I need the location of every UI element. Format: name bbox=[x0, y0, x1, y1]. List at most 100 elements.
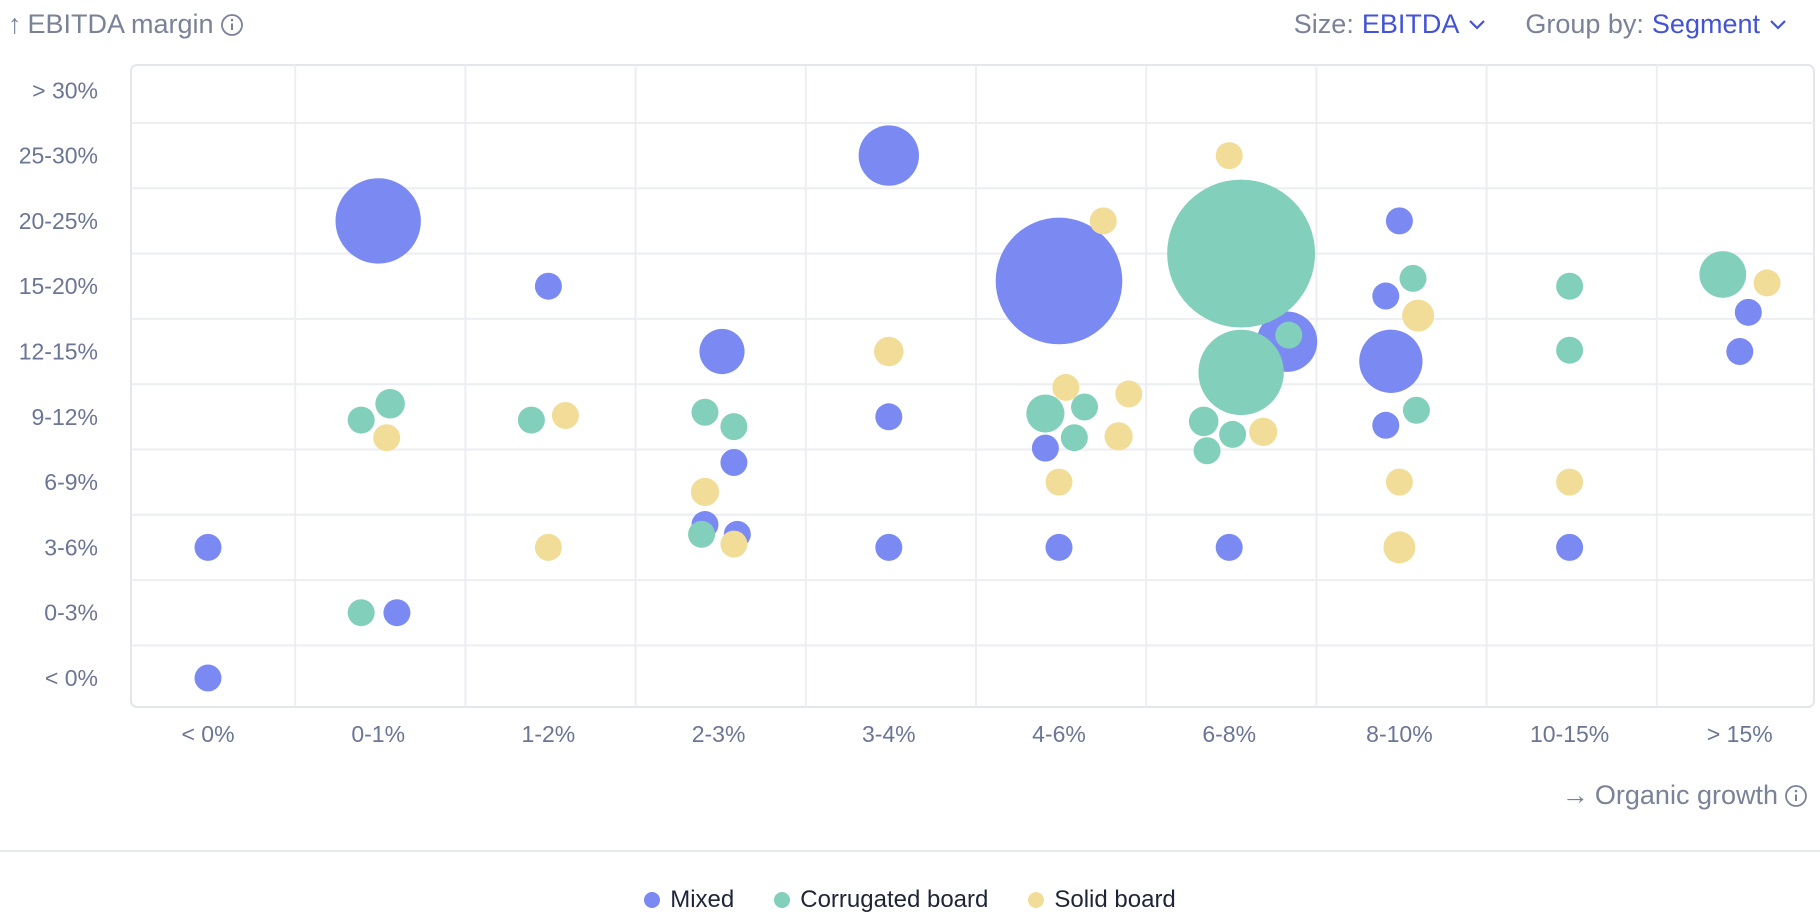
bubble-solid-board bbox=[1045, 468, 1073, 496]
bubble-solid-board bbox=[1104, 422, 1133, 451]
x-tick-label: 3-4% bbox=[862, 721, 916, 747]
bubble-mixed bbox=[1726, 338, 1754, 365]
bubble-solid-board bbox=[1052, 373, 1080, 401]
bubble-solid-board bbox=[373, 424, 401, 452]
bubble-solid-board bbox=[874, 336, 904, 367]
bubble-solid-board bbox=[1115, 380, 1143, 408]
group-by-label: Group by: bbox=[1525, 9, 1644, 39]
bubble-solid-board bbox=[1402, 299, 1435, 332]
bubble-mixed bbox=[995, 217, 1123, 345]
bubble-solid-board bbox=[1385, 468, 1413, 496]
bubble-mixed bbox=[534, 272, 562, 300]
bubble-solid-board bbox=[720, 530, 748, 558]
bubble-mixed bbox=[1734, 298, 1762, 326]
chart-header: ↑ EBITDA margin Size: EBITDA Group by: S… bbox=[0, 0, 1820, 50]
bubble-corrugated-board bbox=[1071, 393, 1099, 421]
bubble-solid-board bbox=[1249, 417, 1278, 446]
bubble-solid-board bbox=[1383, 531, 1416, 564]
legend-item-solid-board[interactable]: Solid board bbox=[1028, 886, 1176, 914]
y-tick-label: 6-9% bbox=[44, 469, 98, 495]
bubble-solid-board bbox=[551, 401, 579, 429]
bubble-solid-board bbox=[1089, 207, 1117, 235]
bubble-corrugated-board bbox=[1060, 424, 1088, 452]
legend-label: Solid board bbox=[1054, 886, 1176, 913]
bubble-corrugated-board bbox=[691, 398, 719, 426]
legend-item-mixed[interactable]: Mixed bbox=[644, 886, 734, 914]
divider bbox=[0, 850, 1820, 852]
bubble-solid-board bbox=[1753, 269, 1781, 297]
bubble-mixed bbox=[1215, 533, 1243, 561]
bubble-corrugated-board bbox=[720, 413, 748, 441]
x-tick-label: 10-15% bbox=[1530, 721, 1609, 747]
y-axis-title: ↑ EBITDA margin bbox=[8, 9, 244, 40]
arrow-up-icon: ↑ bbox=[8, 9, 22, 39]
bubble-corrugated-board bbox=[1556, 272, 1584, 300]
bubble-corrugated-board bbox=[1699, 251, 1747, 298]
bubble-mixed bbox=[1031, 434, 1059, 462]
legend-dot-solid-board bbox=[1028, 892, 1045, 908]
bubble-corrugated-board bbox=[375, 388, 405, 419]
bubble-solid-board bbox=[534, 533, 562, 561]
bubble-corrugated-board bbox=[347, 406, 375, 434]
bubble-corrugated-board bbox=[1275, 321, 1303, 349]
bubble-mixed bbox=[1372, 411, 1400, 439]
bubble-corrugated-board bbox=[1402, 396, 1430, 424]
y-tick-label: 12-15% bbox=[19, 339, 98, 365]
bubble-mixed bbox=[1556, 533, 1584, 561]
y-tick-label: 20-25% bbox=[19, 208, 98, 234]
bubble-mixed bbox=[1385, 207, 1413, 235]
bubble-mixed bbox=[875, 533, 903, 561]
y-tick-label: < 0% bbox=[45, 665, 98, 691]
x-tick-label: 6-8% bbox=[1202, 721, 1256, 747]
x-tick-label: 0-1% bbox=[351, 721, 405, 747]
legend-label: Mixed bbox=[670, 886, 735, 913]
bubble-mixed bbox=[194, 664, 222, 692]
bubble-corrugated-board bbox=[688, 520, 716, 548]
bubble-corrugated-board bbox=[1193, 437, 1221, 465]
y-tick-label: > 30% bbox=[32, 77, 98, 103]
bubble-corrugated-board bbox=[1026, 394, 1065, 433]
bubble-mixed bbox=[699, 328, 745, 375]
bubble-solid-board bbox=[1215, 142, 1243, 170]
legend-dot-mixed bbox=[644, 892, 661, 908]
info-icon[interactable] bbox=[1784, 784, 1808, 808]
bubble-mixed bbox=[720, 449, 748, 477]
bubble-corrugated-board bbox=[1198, 329, 1284, 416]
legend-item-corrugated-board[interactable]: Corrugated board bbox=[774, 886, 988, 914]
bubble-corrugated-board bbox=[1188, 406, 1219, 437]
bubble-corrugated-board bbox=[347, 599, 375, 627]
chart-controls: Size: EBITDA Group by: Segment bbox=[1294, 9, 1788, 40]
size-dropdown[interactable]: Size: EBITDA bbox=[1294, 9, 1488, 40]
y-tick-label: 15-20% bbox=[19, 273, 98, 299]
y-tick-label: 25-30% bbox=[19, 143, 98, 169]
legend-dot-corrugated-board bbox=[774, 892, 791, 908]
bubble-corrugated-board bbox=[1167, 179, 1316, 328]
x-tick-label: 1-2% bbox=[522, 721, 576, 747]
bubble-solid-board bbox=[690, 477, 720, 507]
y-tick-label: 9-12% bbox=[32, 404, 98, 430]
y-tick-label: 0-3% bbox=[44, 600, 98, 626]
bubble-corrugated-board bbox=[1219, 420, 1247, 448]
x-axis-title: → Organic growth bbox=[1562, 780, 1808, 811]
arrow-right-icon: → bbox=[1561, 780, 1589, 810]
x-axis-title-text: Organic growth bbox=[1594, 780, 1778, 810]
chevron-down-icon bbox=[1770, 19, 1786, 30]
plot-area bbox=[130, 64, 1815, 708]
info-icon[interactable] bbox=[220, 13, 244, 37]
group-by-value: Segment bbox=[1651, 9, 1760, 39]
group-by-dropdown[interactable]: Group by: Segment bbox=[1525, 9, 1788, 40]
x-tick-label: 4-6% bbox=[1032, 721, 1086, 747]
bubble-corrugated-board bbox=[517, 406, 545, 434]
size-label: Size: bbox=[1293, 9, 1354, 39]
x-tick-label: 2-3% bbox=[692, 721, 746, 747]
bubble-mixed bbox=[335, 178, 421, 264]
bubble-corrugated-board bbox=[1399, 264, 1427, 292]
bubble-solid-board bbox=[1556, 468, 1584, 496]
size-value: EBITDA bbox=[1361, 9, 1460, 39]
bubble-corrugated-board bbox=[1556, 336, 1584, 364]
bubble-mixed bbox=[194, 533, 222, 561]
bubble-mixed bbox=[858, 125, 919, 186]
x-tick-label: > 15% bbox=[1707, 721, 1773, 747]
bubble-mixed bbox=[1372, 282, 1400, 310]
